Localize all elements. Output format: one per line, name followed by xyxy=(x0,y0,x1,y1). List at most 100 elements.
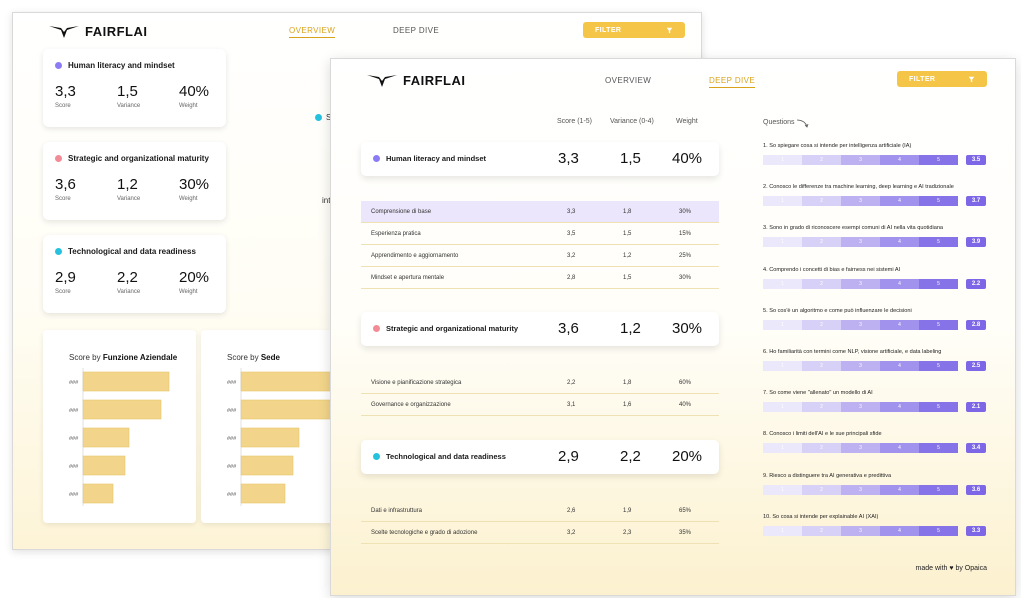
score-value: 3,6 xyxy=(55,176,76,193)
scale-segment: 1 xyxy=(763,402,802,413)
bar[interactable] xyxy=(240,371,334,392)
scale-segment: 5 xyxy=(919,237,958,248)
cyan-dot-icon xyxy=(373,453,380,460)
table-row[interactable]: Governance e organizzazione 3,1 1,6 40% xyxy=(361,394,719,416)
kpi-card-strategic: Strategic and organizational maturity 3,… xyxy=(43,142,226,220)
bird-logo-icon xyxy=(367,74,397,87)
scale-segment: 1 xyxy=(763,237,802,248)
deep-dive-window: FAIRFLAI OVERVIEW DEEP DIVE FILTER Score… xyxy=(330,58,1016,596)
section-weight: 20% xyxy=(672,448,703,465)
question-text: 7. So come viene "allenato" un modello d… xyxy=(763,390,873,397)
score-value: 2,9 xyxy=(55,269,76,286)
bar[interactable] xyxy=(82,483,114,504)
scale-segment: 2 xyxy=(802,319,841,330)
weight-value: 20% xyxy=(179,269,210,286)
bar[interactable] xyxy=(82,399,162,420)
tab-overview[interactable]: OVERVIEW xyxy=(289,26,336,38)
logo[interactable]: FAIRFLAI xyxy=(367,73,466,88)
filter-label: FILTER xyxy=(909,75,936,83)
scale-segment: 2 xyxy=(802,525,841,536)
table-row[interactable]: Scelte tecnologiche e grado di adozione … xyxy=(361,522,719,544)
bar-chart: ### ### ### ### ### xyxy=(227,368,334,506)
section-variance: 1,5 xyxy=(620,150,641,167)
table-row[interactable]: Visione e pianificazione strategica 2,2 … xyxy=(361,372,719,394)
question-text: 2. Conosco le differenze tra machine lea… xyxy=(763,184,954,191)
category-label: ### xyxy=(227,464,237,470)
section-score: 3,6 xyxy=(558,320,579,337)
scale-segment: 2 xyxy=(802,196,841,207)
logo[interactable]: FAIRFLAI xyxy=(49,24,148,39)
scale-segment: 1 xyxy=(763,319,802,330)
bar[interactable] xyxy=(240,455,294,476)
scale-segment: 3 xyxy=(841,443,880,454)
tab-deep-dive[interactable]: DEEP DIVE xyxy=(709,76,756,88)
scale-segment: 3 xyxy=(841,155,880,165)
question-item: 4. Comprendo i concetti di bias e fairne… xyxy=(763,267,988,289)
section-weight: 40% xyxy=(672,150,703,167)
score-label: Score xyxy=(55,289,71,295)
kpi-card-human: Human literacy and mindset 3,3 Score 1,5 V… xyxy=(43,49,226,127)
scale-segment: 1 xyxy=(763,155,802,165)
filter-button[interactable]: FILTER xyxy=(897,71,987,87)
violet-dot-icon xyxy=(373,155,380,162)
scale-segment: 4 xyxy=(880,196,919,207)
bar[interactable] xyxy=(240,399,332,420)
section-title: Human literacy and mindset xyxy=(386,154,487,163)
question-text: 10. So cosa si intende per explainable A… xyxy=(763,513,879,520)
question-item: 5. So cos'è un algoritmo e come può infl… xyxy=(763,308,988,330)
chart-funzione-aziendale: Score by Funzione Aziendale ### ### ### ###… xyxy=(43,330,196,523)
filter-icon xyxy=(968,76,975,82)
table-row[interactable]: Comprensione di base 3,3 1,8 30% xyxy=(361,201,719,223)
tab-overview[interactable]: OVERVIEW xyxy=(605,76,652,85)
bar[interactable] xyxy=(82,427,130,448)
scale-segment: 5 xyxy=(919,361,958,371)
cyan-dot-icon xyxy=(55,248,62,255)
card-title: Strategic and organizational maturity xyxy=(68,154,209,163)
scale-segment: 2 xyxy=(802,155,841,165)
scale-segment: 2 xyxy=(802,484,841,495)
question-text: 6. Ho familiarità con termini come NLP, … xyxy=(763,349,942,355)
table-row[interactable]: Dati e infrastruttura 2,6 1,9 65% xyxy=(361,500,719,522)
partial-text: int xyxy=(322,196,331,205)
score-badge: 2.5 xyxy=(966,361,986,371)
table-row[interactable]: Esperienza pratica 3,5 1,5 15% xyxy=(361,223,719,245)
score-badge: 3.3 xyxy=(966,525,986,536)
category-label: ### xyxy=(227,492,237,498)
table-row[interactable]: Apprendimento e aggiornamento 3,2 1,2 25… xyxy=(361,245,719,267)
footer-credit: made with ♥ by Opaica xyxy=(915,565,988,572)
column-variance: Variance (0-4) xyxy=(610,118,654,125)
kpi-card-technological: Technological and data readiness 2,9 Scor… xyxy=(43,235,226,313)
table-row[interactable]: Mindset e apertura mentale 2,8 1,5 30% xyxy=(361,267,719,289)
bar[interactable] xyxy=(82,455,126,476)
scale-segment: 4 xyxy=(880,402,919,413)
bar[interactable] xyxy=(240,483,286,504)
score-badge: 2.2 xyxy=(966,278,986,289)
question-item: 6. Ho familiarità con termini come NLP, … xyxy=(763,349,988,371)
scale-segment: 3 xyxy=(841,196,880,207)
scale-segment: 2 xyxy=(802,402,841,413)
section-title: Technological and data readiness xyxy=(386,452,506,461)
question-text: 9. Riesco a distinguere tra AI generativ… xyxy=(763,472,892,479)
section-variance: 1,2 xyxy=(620,320,641,337)
scale-segment: 1 xyxy=(763,361,802,371)
section-strategic-maturity[interactable]: Strategic and organizational maturity 3,… xyxy=(361,312,719,346)
scale-segment: 5 xyxy=(919,525,958,536)
section-human-literacy[interactable]: Human literacy and mindset 3,3 1,5 40% xyxy=(361,142,719,176)
variance-value: 1,5 xyxy=(117,83,138,100)
variance-label: Variance xyxy=(117,103,141,109)
category-label: ### xyxy=(227,380,237,386)
bar[interactable] xyxy=(240,427,300,448)
brand-name: FAIRFLAI xyxy=(403,73,466,88)
section-technological-readiness[interactable]: Technological and data readiness 2,9 2,2… xyxy=(361,440,719,474)
variance-label: Variance xyxy=(117,196,141,202)
scale-segment: 3 xyxy=(841,525,880,536)
filter-button[interactable]: FILTER xyxy=(583,22,685,38)
scale-segment: 4 xyxy=(880,525,919,536)
bar[interactable] xyxy=(82,371,170,392)
tab-deep-dive[interactable]: DEEP DIVE xyxy=(393,26,440,35)
score-badge: 3.7 xyxy=(966,196,986,207)
